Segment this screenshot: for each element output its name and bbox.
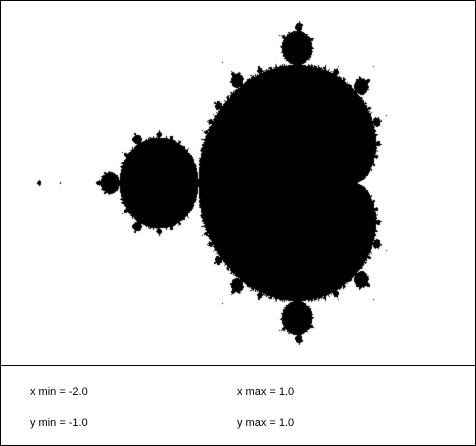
y-min-field: y min = -1.0: [30, 417, 88, 429]
x-min-field: x min = -2.0: [30, 386, 88, 398]
y-max-label: y max =: [237, 417, 276, 429]
x-max-field: x max = 1.0: [237, 386, 294, 398]
y-max-value: 1.0: [278, 417, 295, 429]
y-min-value: -1.0: [68, 417, 88, 429]
y-min-label: y min =: [30, 417, 66, 429]
fractal-view[interactable]: [1, 1, 475, 366]
x-min-value: -2.0: [68, 386, 88, 398]
x-max-label: x max =: [237, 386, 276, 398]
mandelbrot-canvas[interactable]: [1, 1, 475, 365]
x-max-value: 1.0: [278, 386, 295, 398]
x-min-label: x min =: [30, 386, 66, 398]
y-max-field: y max = 1.0: [237, 417, 294, 429]
bounds-panel: x min = -2.0 x max = 1.0 y min = -1.0 y max…: [1, 366, 475, 445]
